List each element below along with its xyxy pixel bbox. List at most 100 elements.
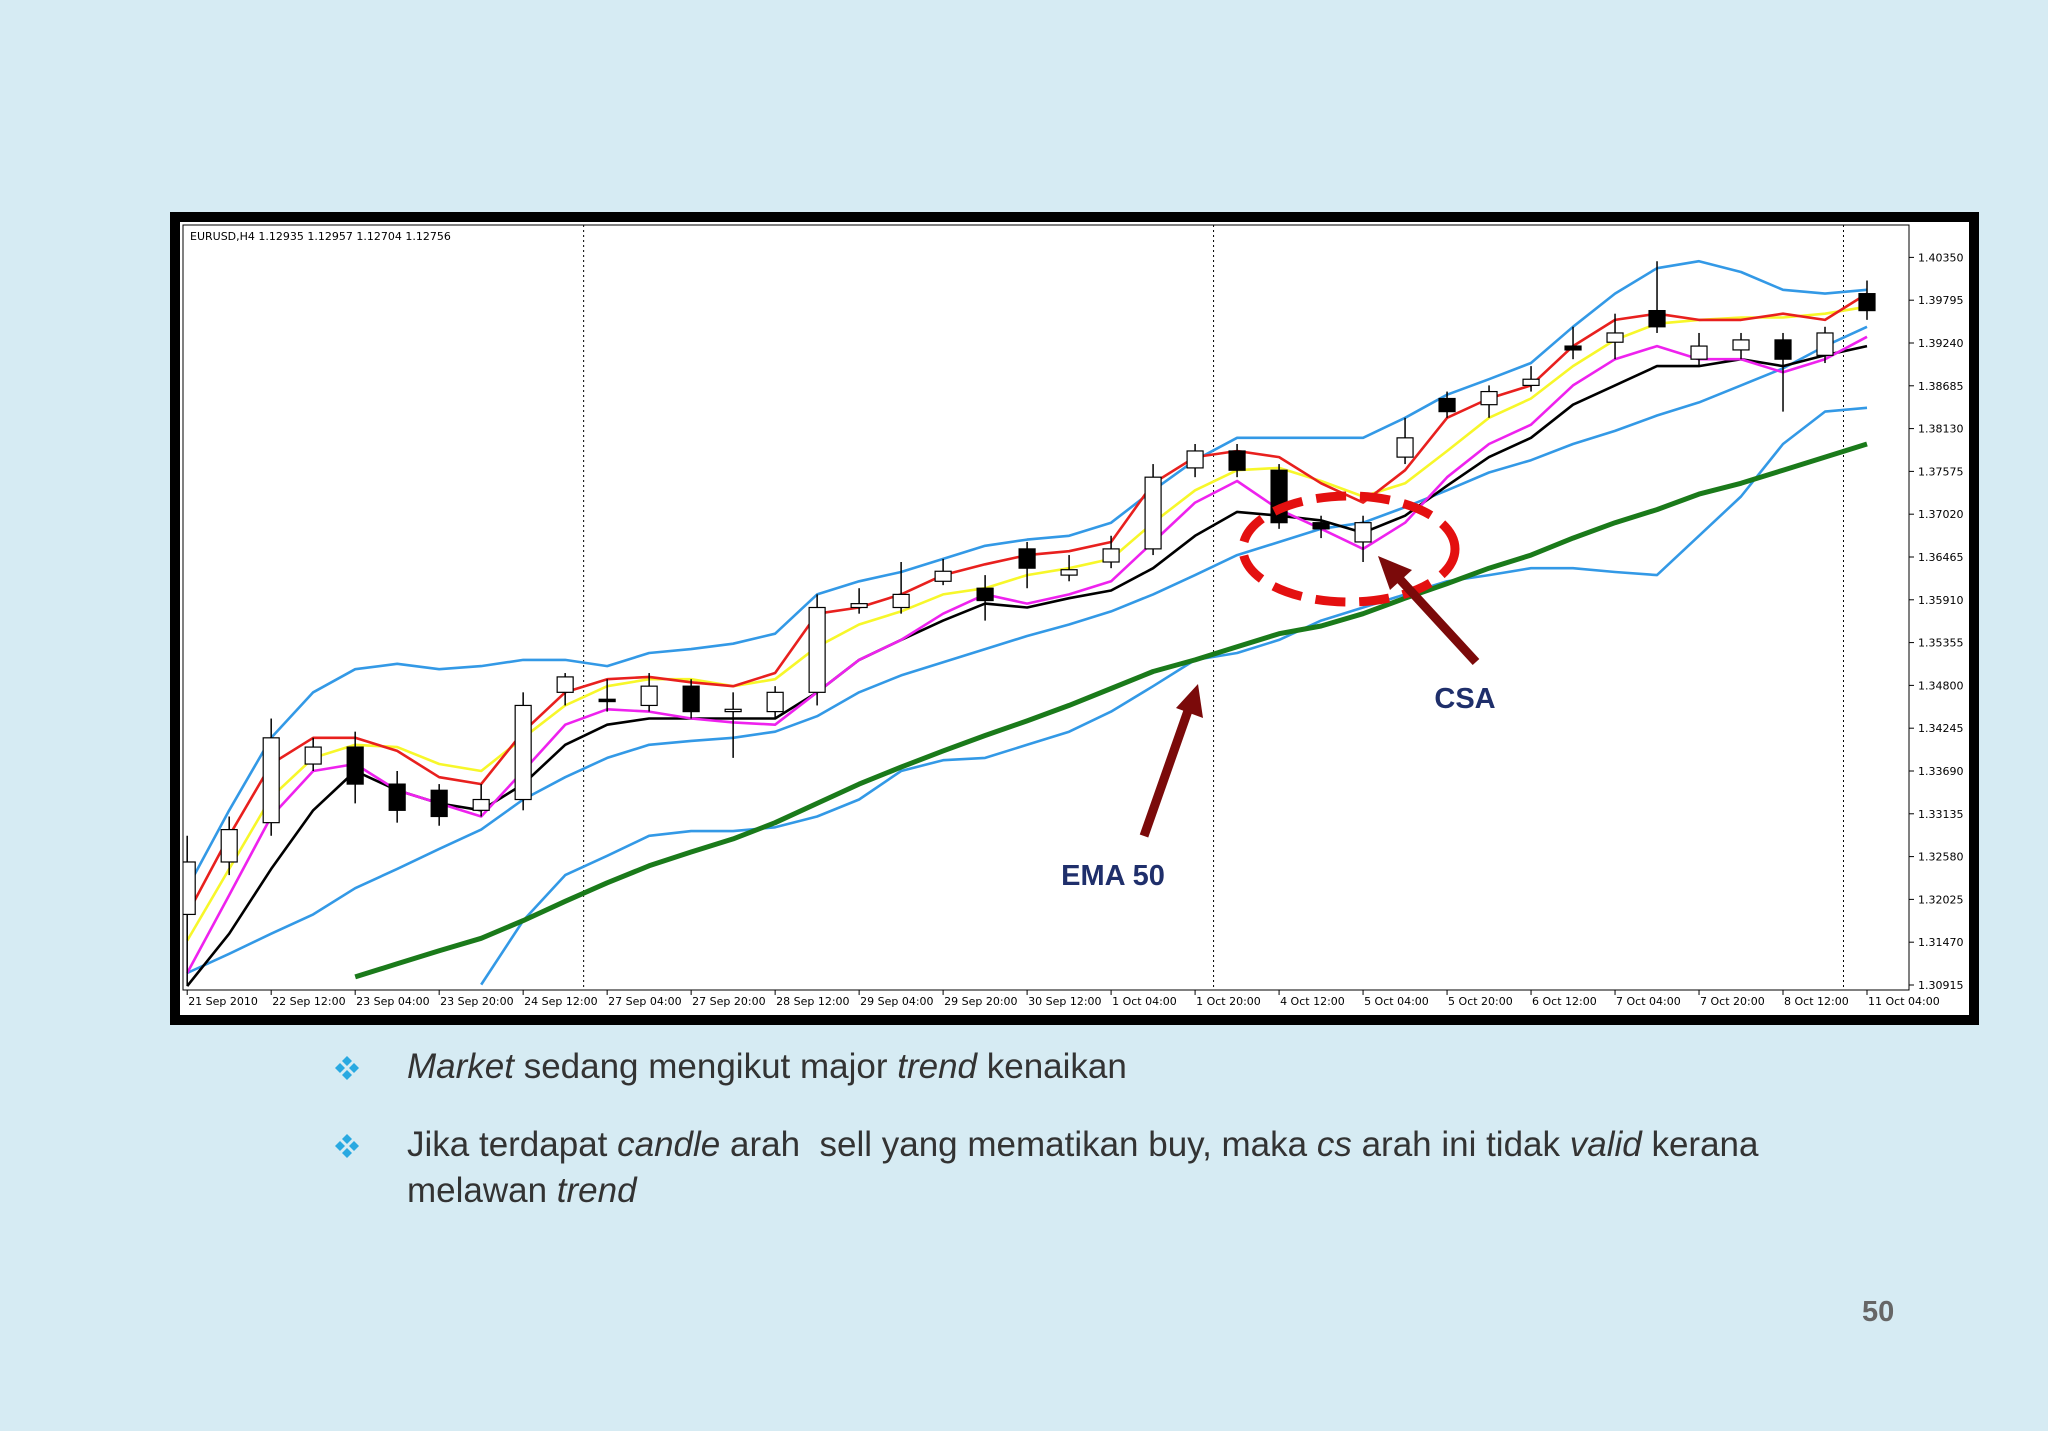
- plot-content: [183, 225, 1876, 990]
- bullet-text: Jika terdapat candle arah sell yang mema…: [407, 1122, 1877, 1214]
- candle-body: [346, 746, 364, 785]
- candle-body: [1312, 522, 1330, 530]
- y-tick-label: 1.39795: [1918, 294, 1964, 307]
- arrow-head: [1378, 556, 1412, 590]
- candle-body: [1018, 548, 1036, 569]
- candle-body: [1690, 345, 1708, 360]
- x-tick-label: 1 Oct 04:00: [1112, 995, 1177, 1008]
- candle-body: [1816, 332, 1834, 356]
- candle-body: [598, 698, 616, 703]
- candle-body: [1732, 339, 1750, 351]
- y-tick-label: 1.33690: [1918, 765, 1964, 778]
- text-run: candle: [617, 1125, 721, 1164]
- text-run: valid: [1569, 1125, 1642, 1164]
- y-tick-label: 1.38130: [1918, 423, 1964, 436]
- y-tick-label: 1.35910: [1918, 594, 1964, 607]
- page-number: 50: [1862, 1296, 1895, 1328]
- text-run: kerana melawan: [407, 1125, 1769, 1210]
- csa-marker: [1139, 491, 1480, 838]
- annotation: CSA: [1434, 683, 1495, 715]
- arrow: [1139, 703, 1195, 838]
- candle-body: [304, 746, 322, 765]
- indicator-line: [186, 335, 1868, 974]
- plot-border: [182, 224, 1910, 991]
- x-tick-label: 29 Sep 20:00: [944, 995, 1017, 1008]
- x-tick-label: 1 Oct 20:00: [1196, 995, 1261, 1008]
- candle-body: [1480, 390, 1498, 406]
- candle-body: [220, 828, 238, 863]
- text-run: sedang mengikut major: [513, 1047, 898, 1086]
- chart: 1.40350 1.39795 1.39240 1.38685 1.38130 1.375…: [170, 212, 1979, 1025]
- candle-body: [976, 587, 994, 602]
- bullet-icon: [335, 1134, 359, 1158]
- candle-body: [934, 570, 952, 582]
- candle-body: [766, 691, 784, 713]
- y-tick-label: 1.37575: [1918, 465, 1964, 478]
- text-run: trend: [556, 1171, 637, 1210]
- x-tick-label: 5 Oct 20:00: [1448, 995, 1513, 1008]
- y-tick-label: 1.32580: [1918, 851, 1964, 864]
- candle-body: [1522, 378, 1540, 387]
- x-tick-label: 23 Sep 04:00: [356, 995, 429, 1008]
- indicator-line: [186, 325, 1868, 975]
- candle-body: [892, 593, 910, 609]
- candle-body: [682, 685, 700, 713]
- y-tick-label: 1.34245: [1918, 722, 1964, 735]
- y-tick-label: 1.32025: [1918, 893, 1964, 906]
- indicator-line: [186, 344, 1868, 987]
- x-tick-label: 4 Oct 12:00: [1280, 995, 1345, 1008]
- text-run: kenaikan: [977, 1047, 1127, 1086]
- candle-body: [1144, 476, 1162, 550]
- x-tick-label: 11 Oct 04:00: [1868, 995, 1940, 1008]
- candle-body: [1270, 469, 1288, 524]
- csa-ellipse: [1238, 491, 1460, 607]
- chart-title: EURUSD,H4 1.12935 1.12957 1.12704 1.1275…: [190, 230, 451, 243]
- candle-body: [514, 704, 532, 801]
- candle-body: [183, 861, 196, 916]
- x-tick-label: 7 Oct 20:00: [1700, 995, 1765, 1008]
- candle-body: [1648, 309, 1666, 328]
- y-tick-label: 1.35355: [1918, 637, 1964, 650]
- x-tick-label: 6 Oct 12:00: [1532, 995, 1597, 1008]
- indicator-line: [186, 259, 1868, 889]
- candle-body: [1228, 450, 1246, 471]
- y-tick-label: 1.33135: [1918, 808, 1964, 821]
- y-tick-label: 1.30915: [1918, 979, 1964, 992]
- y-tick-label: 1.36465: [1918, 551, 1964, 564]
- y-tick-label: 1.39240: [1918, 337, 1964, 350]
- x-tick-label: 30 Sep 12:00: [1028, 995, 1101, 1008]
- candle-body: [388, 783, 406, 811]
- x-tick-label: 27 Sep 20:00: [692, 995, 765, 1008]
- candle-body: [430, 789, 448, 818]
- x-tick-label: 22 Sep 12:00: [272, 995, 345, 1008]
- x-tick-label: 21 Sep 2010: [188, 995, 258, 1008]
- candle-body: [1606, 332, 1624, 343]
- candle-body: [1858, 293, 1876, 312]
- bullet-text: Market sedang mengikut major trend kenai…: [407, 1044, 1877, 1090]
- candle-body: [472, 798, 490, 811]
- text-run: trend: [897, 1047, 978, 1086]
- candle-body: [1354, 522, 1372, 543]
- x-tick-label: 27 Sep 04:00: [608, 995, 681, 1008]
- x-tick-label: 29 Sep 04:00: [860, 995, 933, 1008]
- candle-body: [808, 606, 826, 693]
- text-run: Jika terdapat: [407, 1125, 618, 1164]
- arrow-head: [1176, 684, 1203, 718]
- indicator-line: [354, 441, 1868, 980]
- y-tick-label: 1.40350: [1918, 251, 1964, 264]
- text-run: Market: [407, 1047, 514, 1086]
- annotation: EMA 50: [1061, 860, 1165, 892]
- x-tick-label: 28 Sep 12:00: [776, 995, 849, 1008]
- bullet-icon: [335, 1056, 359, 1080]
- candle-body: [850, 603, 868, 609]
- candle-body: [640, 685, 658, 707]
- arrow: [1392, 571, 1480, 666]
- y-tick-label: 1.38685: [1918, 380, 1964, 393]
- text-run: arah ini tidak: [1351, 1125, 1570, 1164]
- y-tick-label: 1.31470: [1918, 936, 1964, 949]
- candle-body: [1396, 437, 1414, 458]
- text-run: cs: [1316, 1125, 1352, 1164]
- y-tick-label: 1.37020: [1918, 508, 1964, 521]
- candle-body: [1102, 548, 1120, 563]
